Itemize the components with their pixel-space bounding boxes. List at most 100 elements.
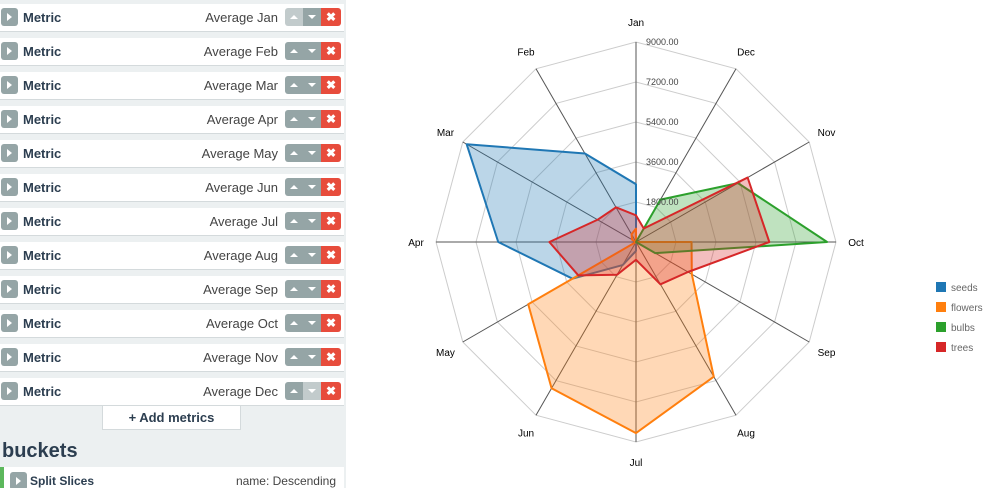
remove-icon[interactable]: ✖ xyxy=(321,42,341,60)
metric-row[interactable]: Metric Average Apr ✖ xyxy=(0,106,344,134)
expand-toggle-icon[interactable] xyxy=(1,76,18,94)
expand-toggle-icon[interactable] xyxy=(1,382,18,400)
category-label: Jan xyxy=(628,18,644,29)
category-label: Jul xyxy=(630,458,643,469)
metric-row[interactable]: Metric Average Dec ✖ xyxy=(0,378,344,406)
metric-row[interactable]: Metric Average Sep ✖ xyxy=(0,276,344,304)
metric-title: Metric xyxy=(23,248,62,263)
metric-title: Metric xyxy=(23,44,62,59)
metric-aggregation-label: Average Apr xyxy=(206,112,278,127)
metric-aggregation-label: Average Sep xyxy=(203,282,278,297)
expand-toggle-icon[interactable] xyxy=(1,348,18,366)
metric-row[interactable]: Metric Average Aug ✖ xyxy=(0,242,344,270)
move-down-icon[interactable] xyxy=(303,212,321,230)
metric-title: Metric xyxy=(23,78,62,93)
move-down-icon[interactable] xyxy=(303,76,321,94)
metric-row[interactable]: Metric Average Jul ✖ xyxy=(0,208,344,236)
axis-spoke xyxy=(462,141,637,243)
legend-label[interactable]: seeds xyxy=(951,283,978,294)
category-label: Oct xyxy=(848,238,864,249)
move-down-icon[interactable] xyxy=(303,246,321,264)
radar-series xyxy=(465,143,829,435)
move-down-icon[interactable] xyxy=(303,8,321,26)
expand-toggle-icon[interactable] xyxy=(1,144,18,162)
move-down-icon[interactable] xyxy=(303,42,321,60)
expand-toggle-icon[interactable] xyxy=(1,314,18,332)
move-up-icon[interactable] xyxy=(285,144,303,162)
expand-toggle-icon[interactable] xyxy=(1,178,18,196)
remove-icon[interactable]: ✖ xyxy=(321,246,341,264)
move-down-icon[interactable] xyxy=(303,110,321,128)
remove-icon[interactable]: ✖ xyxy=(321,212,341,230)
legend-swatch[interactable] xyxy=(936,302,946,312)
legend-swatch[interactable] xyxy=(936,342,946,352)
metric-aggregation-label: Average Aug xyxy=(203,248,278,263)
remove-icon[interactable]: ✖ xyxy=(321,280,341,298)
metric-title: Metric xyxy=(23,282,62,297)
remove-icon[interactable]: ✖ xyxy=(321,382,341,400)
expand-toggle-icon[interactable] xyxy=(1,8,18,26)
radar-chart: 1800.00 3600.00 5400.00 7200.00 9000.00 Jan F… xyxy=(408,18,983,469)
move-up-icon[interactable] xyxy=(285,76,303,94)
metric-row[interactable]: Metric Average May ✖ xyxy=(0,140,344,168)
legend-label[interactable]: flowers xyxy=(951,303,983,314)
legend-swatch[interactable] xyxy=(936,282,946,292)
add-metrics-button[interactable]: + Add metrics xyxy=(102,406,241,430)
metric-row[interactable]: Metric Average Mar ✖ xyxy=(0,72,344,100)
move-down-icon[interactable] xyxy=(303,178,321,196)
move-down-icon[interactable] xyxy=(303,314,321,332)
move-up-icon[interactable] xyxy=(285,280,303,298)
expand-toggle-icon[interactable] xyxy=(1,280,18,298)
radar-category-labels: Jan Feb Mar Apr May Jun Jul Aug Sep Oct Nov Dec xyxy=(408,18,864,469)
category-label: Nov xyxy=(818,128,836,139)
expand-toggle-icon[interactable] xyxy=(1,42,18,60)
metric-title: Metric xyxy=(23,214,62,229)
metric-row[interactable]: Metric Average Feb ✖ xyxy=(0,38,344,66)
legend-label[interactable]: trees xyxy=(951,343,973,354)
metric-row[interactable]: Metric Average Jun ✖ xyxy=(0,174,344,202)
category-label: Jun xyxy=(518,429,534,440)
move-up-icon[interactable] xyxy=(285,212,303,230)
remove-icon[interactable]: ✖ xyxy=(321,76,341,94)
move-up-icon[interactable] xyxy=(285,178,303,196)
metric-row[interactable]: Metric Average Oct ✖ xyxy=(0,310,344,338)
move-up-icon[interactable] xyxy=(285,348,303,366)
move-up-icon[interactable] xyxy=(285,8,303,26)
remove-icon[interactable]: ✖ xyxy=(321,314,341,332)
move-up-icon[interactable] xyxy=(285,314,303,332)
legend-label[interactable]: bulbs xyxy=(951,323,975,334)
axis-spoke xyxy=(635,141,810,243)
move-up-icon[interactable] xyxy=(285,382,303,400)
metric-aggregation-label: Average Oct xyxy=(205,316,278,331)
move-up-icon[interactable] xyxy=(285,110,303,128)
expand-toggle-icon[interactable] xyxy=(1,246,18,264)
series-area-bulbs xyxy=(635,182,829,255)
bucket-row-split-slices[interactable]: Split Slices name: Descending xyxy=(0,467,344,488)
remove-icon[interactable]: ✖ xyxy=(321,8,341,26)
move-down-icon[interactable] xyxy=(303,280,321,298)
remove-icon[interactable]: ✖ xyxy=(321,178,341,196)
expand-toggle-icon[interactable] xyxy=(1,212,18,230)
metric-title: Metric xyxy=(23,316,62,331)
metric-row[interactable]: Metric Average Jan ✖ xyxy=(0,4,344,32)
move-down-icon[interactable] xyxy=(303,144,321,162)
remove-icon[interactable]: ✖ xyxy=(321,110,341,128)
move-down-icon[interactable] xyxy=(303,348,321,366)
category-label: Feb xyxy=(517,47,535,58)
category-label: Sep xyxy=(818,348,836,359)
move-up-icon[interactable] xyxy=(285,246,303,264)
remove-icon[interactable]: ✖ xyxy=(321,348,341,366)
expand-toggle-icon[interactable] xyxy=(1,110,18,128)
axis-spoke xyxy=(635,241,737,416)
move-up-icon[interactable] xyxy=(285,42,303,60)
legend-swatch[interactable] xyxy=(936,322,946,332)
metric-title: Metric xyxy=(23,146,62,161)
expand-toggle-icon[interactable] xyxy=(10,472,27,488)
metric-aggregation-label: Average May xyxy=(201,146,278,161)
move-down-icon[interactable] xyxy=(303,382,321,400)
metric-row[interactable]: Metric Average Nov ✖ xyxy=(0,344,344,372)
metric-title: Metric xyxy=(23,180,62,195)
remove-icon[interactable]: ✖ xyxy=(321,144,341,162)
series-area-flowers xyxy=(527,227,715,435)
tick-label: 5400.00 xyxy=(646,117,679,127)
